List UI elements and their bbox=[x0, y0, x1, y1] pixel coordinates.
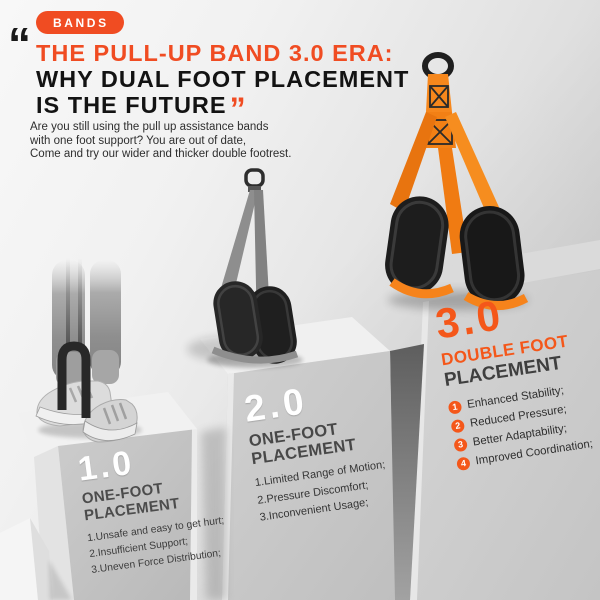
right-sneaker bbox=[82, 399, 138, 443]
bottom-left-block-left-face bbox=[0, 518, 38, 600]
orange-band-left-pad-strap-wrap bbox=[389, 278, 454, 299]
gray-band-pad-strap-wrap bbox=[211, 346, 299, 364]
open-quote-mark: “ bbox=[8, 18, 31, 70]
title-line-1: THE PULL-UP BAND 3.0 ERA: bbox=[36, 40, 394, 66]
hanging-band-line-right bbox=[78, 258, 82, 350]
orange-band-right-strap bbox=[445, 112, 503, 222]
podium-1-right-edge-highlight bbox=[190, 429, 197, 600]
hanging-band-line-left bbox=[66, 258, 70, 350]
intro-line-3: Come and try our wider and thicker doubl… bbox=[30, 148, 292, 160]
podium-3-front-face bbox=[410, 270, 600, 600]
podium-1-text: 1.0 ONE-FOOT PLACEMENT 1.Unsafe and easy… bbox=[76, 435, 229, 579]
title-line-3-text: IS THE FUTURE bbox=[36, 92, 227, 118]
orange-band-product bbox=[385, 52, 529, 311]
numbered-badge: 3 bbox=[453, 437, 469, 453]
podium-2-text: 2.0 ONE-FOOT PLACEMENT 1.Limited Range o… bbox=[242, 373, 391, 528]
right-sock bbox=[92, 350, 119, 384]
gray-band-product bbox=[211, 168, 299, 364]
numbered-badge: 4 bbox=[456, 456, 471, 471]
foot-band-handle bbox=[57, 341, 91, 418]
title-line-3: IS THE FUTURE” bbox=[36, 92, 409, 125]
wall-shadow bbox=[201, 427, 226, 600]
gray-band-buckle bbox=[248, 186, 261, 192]
bottom-left-block-shadow bbox=[49, 560, 72, 600]
podium-2-right-side-face bbox=[390, 344, 424, 600]
intro-line-1: Are you still using the pull up assistan… bbox=[30, 121, 269, 133]
orange-band-left-strap bbox=[390, 112, 437, 212]
intro-paragraph: Are you still using the pull up assistan… bbox=[30, 121, 291, 162]
orange-band-top-strap bbox=[426, 74, 452, 112]
category-badge: BANDS bbox=[36, 11, 124, 34]
legs-photo bbox=[35, 258, 142, 443]
bottom-left-block-front-face bbox=[30, 518, 53, 600]
title-line-2: WHY DUAL FOOT PLACEMENT bbox=[36, 66, 410, 92]
podium-1-front-face bbox=[58, 429, 197, 600]
podium-3-benefits: 1 Enhanced Stability; 2 Reduced Pressure… bbox=[447, 381, 594, 471]
podium-2-front-face bbox=[222, 351, 395, 600]
numbered-badge: 1 bbox=[447, 399, 463, 415]
orange-band-center-strap bbox=[438, 148, 468, 254]
orange-band-right-foot-pad bbox=[459, 206, 525, 306]
intro-line-2: with one foot support? You are out of da… bbox=[30, 134, 247, 147]
right-leg bbox=[90, 260, 121, 376]
gray-band-left-foot-pad bbox=[213, 281, 263, 360]
gray-band-left-strap bbox=[221, 190, 258, 292]
page-title: THE PULL-UP BAND 3.0 ERA: WHY DUAL FOOT … bbox=[36, 40, 410, 125]
orange-band-right-pad-strap-wrap bbox=[463, 292, 529, 311]
bottom-left-block bbox=[0, 518, 72, 600]
podium-3-text: 3.0 DOUBLE FOOT PLACEMENT 1 Enhanced Sta… bbox=[433, 284, 595, 477]
orange-band-stitch-box-1 bbox=[429, 85, 449, 108]
numbered-badge: 2 bbox=[450, 418, 466, 434]
close-quote-mark: ” bbox=[229, 91, 247, 127]
podium-3-left-edge-highlight bbox=[410, 301, 429, 600]
